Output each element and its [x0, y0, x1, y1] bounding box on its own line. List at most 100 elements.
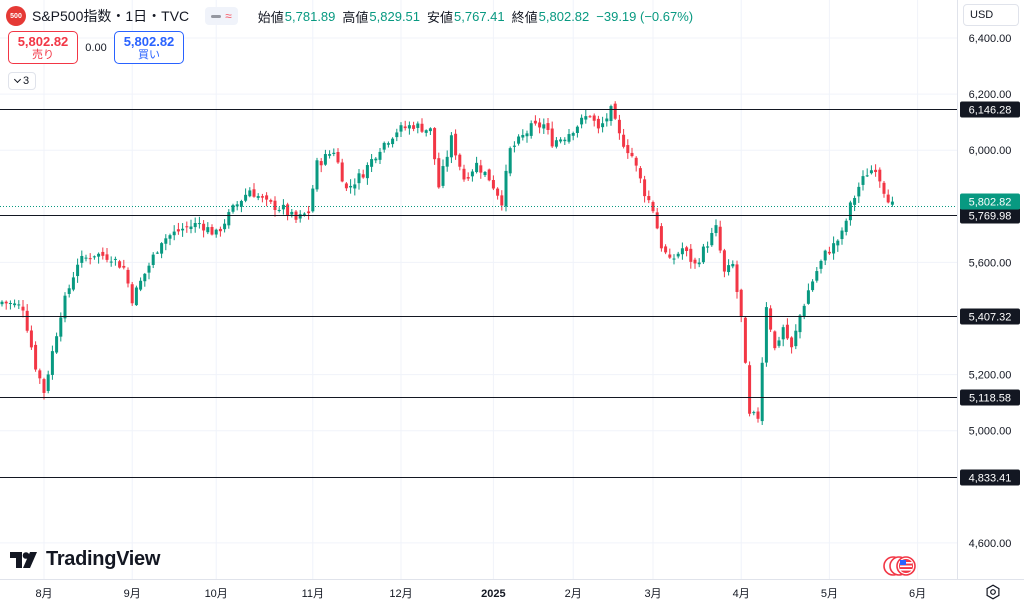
candle — [634, 156, 638, 172]
candle — [206, 222, 210, 235]
last-price-label-bg — [960, 193, 1020, 210]
candle-body — [374, 158, 378, 161]
candle-body — [865, 175, 869, 177]
grid-lines — [0, 0, 957, 579]
candle — [298, 210, 302, 223]
candle-body — [126, 269, 130, 284]
tradingview-logo[interactable]: TradingView — [10, 548, 160, 571]
us-flag-icon[interactable] — [882, 556, 918, 576]
candle-body — [874, 169, 878, 173]
candle — [391, 137, 395, 148]
candle — [596, 115, 600, 134]
price-tick-label: 5,600.00 — [969, 257, 1012, 269]
candlesticks[interactable] — [0, 101, 894, 425]
candle — [88, 253, 92, 265]
candle — [605, 113, 609, 127]
candle — [395, 128, 399, 142]
level-price-label-bg — [960, 101, 1020, 118]
candle — [172, 225, 176, 241]
candle-body — [517, 136, 521, 144]
candle — [811, 279, 815, 292]
candle — [290, 209, 294, 218]
candle-body — [483, 172, 487, 176]
candle-body — [857, 186, 861, 197]
candle-body — [651, 202, 655, 212]
currency-selector[interactable]: USD — [963, 4, 1019, 26]
indicators-count: 3 — [22, 75, 30, 87]
minus-icon — [211, 14, 222, 18]
candle — [613, 101, 617, 120]
price-tick-label: 6,200.00 — [969, 89, 1012, 101]
candle — [798, 314, 802, 339]
candle — [454, 129, 458, 160]
price-tick-label: 4,600.00 — [969, 538, 1012, 550]
candle — [836, 239, 840, 252]
candle-body — [25, 310, 29, 331]
candle — [701, 243, 705, 264]
candle-body — [214, 229, 218, 235]
candle-body — [638, 168, 642, 179]
candle — [748, 361, 752, 417]
candle — [370, 154, 374, 173]
candle — [176, 222, 180, 235]
symbol-title[interactable]: S&P500指数・1日・TVC — [32, 8, 190, 24]
candle-body — [403, 126, 407, 129]
sell-button[interactable]: 5,802.82 売り — [8, 31, 78, 64]
candle-body — [302, 213, 306, 215]
level-price-label-text: 5,118.58 — [969, 393, 1011, 405]
candle-body — [223, 223, 227, 230]
candle — [571, 131, 575, 141]
candle-body — [336, 151, 340, 163]
candle-body — [118, 261, 122, 268]
candle — [693, 257, 697, 269]
candle — [496, 187, 500, 200]
horizontal-levels[interactable] — [0, 109, 957, 478]
candle — [244, 188, 248, 203]
candle — [580, 114, 584, 129]
candle — [592, 113, 596, 127]
candle — [462, 164, 466, 182]
chevron-down-icon — [13, 75, 21, 84]
candle — [122, 259, 126, 270]
buy-button[interactable]: 5,802.82 買い — [114, 31, 184, 64]
candle-body — [542, 124, 546, 129]
time-axis[interactable]: 8月 9月 10月 11月 12月 2025 2月 3月 4月 5月 6月 — [35, 588, 926, 600]
candle-body — [882, 182, 886, 194]
candle-body — [298, 214, 302, 219]
candle-body — [265, 195, 269, 200]
candle — [844, 218, 848, 236]
candle — [672, 254, 676, 265]
candle-body — [76, 264, 80, 277]
level-price-label: 4,833.41 — [960, 469, 1020, 486]
candle — [542, 118, 546, 134]
symbol-logo[interactable]: 500 — [6, 6, 26, 26]
wave-icon: ≈ — [225, 9, 232, 23]
candle-body — [475, 162, 479, 173]
candle-body — [596, 118, 600, 129]
candle — [403, 120, 407, 131]
candle — [349, 179, 353, 194]
candle-body — [634, 157, 638, 166]
candle-body — [151, 254, 155, 265]
candle-body — [844, 220, 848, 232]
candle-body — [853, 198, 857, 205]
candle — [512, 141, 516, 153]
time-tick-label: 2025 — [481, 588, 505, 600]
gear-icon[interactable] — [985, 584, 1001, 600]
candle — [76, 258, 80, 283]
candle — [706, 241, 710, 253]
candle — [601, 116, 605, 133]
candle — [227, 209, 231, 229]
candle — [668, 248, 672, 259]
candle — [340, 158, 344, 183]
indicators-toggle[interactable]: 3 — [8, 72, 36, 90]
candle-body — [168, 235, 172, 239]
price-axis[interactable]: 6,400.00 6,200.00 6,000.00 5,600.00 5,200.00… — [969, 33, 1012, 550]
visibility-toggle[interactable]: ≈ — [205, 7, 238, 25]
candle — [483, 171, 487, 178]
candle-body — [886, 194, 890, 203]
candle-body — [479, 165, 483, 173]
candle — [697, 258, 701, 268]
candle-body — [382, 142, 386, 150]
